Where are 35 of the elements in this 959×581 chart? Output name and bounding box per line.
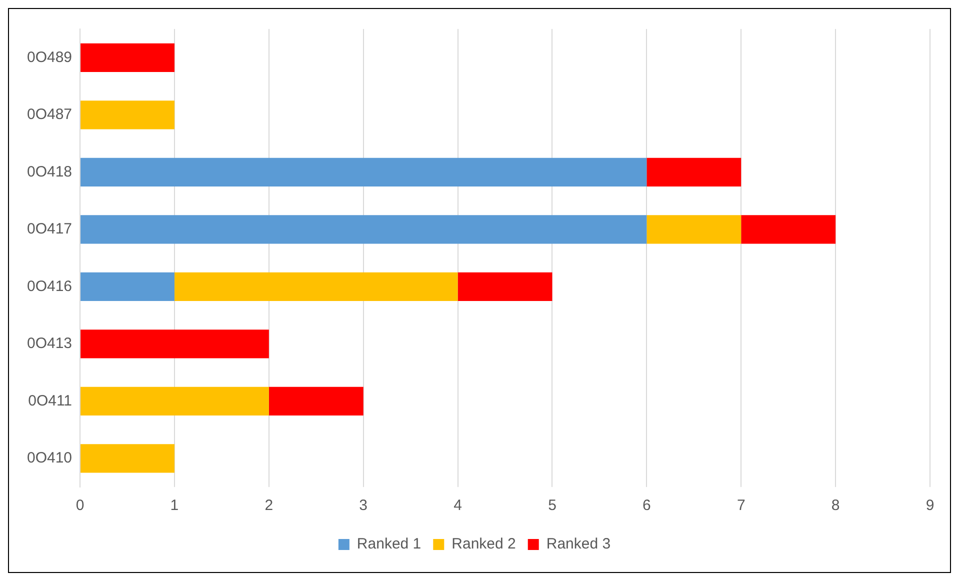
x-tick-label: 7: [736, 497, 746, 514]
bar: [80, 100, 174, 130]
bar: [646, 215, 742, 244]
x-tick-label: 8: [831, 497, 840, 514]
bar: [80, 272, 174, 301]
legend-label: Ranked 1: [356, 536, 422, 553]
x-tick-label: 1: [170, 497, 179, 514]
x-tick-label: 4: [454, 497, 462, 514]
y-tick-label: 0O489: [26, 48, 72, 66]
legend-label: Ranked 3: [546, 536, 611, 553]
bar: [458, 272, 552, 301]
x-tick-label: 9: [926, 497, 934, 514]
y-tick-label: 0O417: [26, 220, 72, 238]
y-tick-label: 0O410: [26, 450, 72, 467]
bar: [174, 272, 458, 301]
y-tick-label: 0O418: [26, 163, 72, 180]
bar: [80, 215, 647, 244]
bar: [80, 444, 174, 473]
x-tick-label: 2: [264, 497, 274, 514]
bar: [80, 43, 174, 72]
y-tick-label: 0O416: [26, 278, 72, 295]
bar: [268, 386, 364, 416]
y-tick-label: 0O487: [26, 106, 72, 124]
legend-label: Ranked 2: [452, 536, 516, 553]
bar: [80, 158, 647, 186]
x-tick-label: 5: [548, 497, 556, 514]
x-tick-label: 0: [76, 497, 84, 514]
bar: [646, 158, 742, 186]
bar: [80, 330, 269, 358]
x-tick-label: 3: [359, 497, 368, 514]
x-tick-label: 6: [642, 497, 651, 514]
bar: [741, 215, 836, 244]
y-tick-label: 0O411: [28, 392, 72, 410]
y-tick-label: 0O413: [26, 335, 72, 352]
bar: [80, 386, 269, 416]
